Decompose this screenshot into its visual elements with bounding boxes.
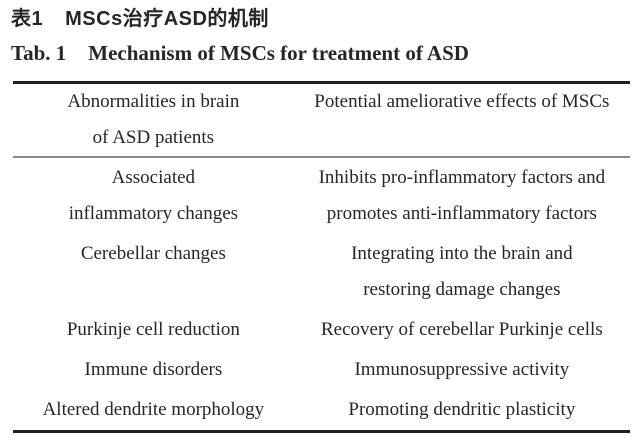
header-cell-effects: Potential ameliorative effects of MSCs (294, 84, 630, 156)
table-titles: 表1 MSCs治疗ASD的机制 Tab. 1 Mechanism of MSCs f… (0, 0, 639, 67)
cell-line: Recovery of cerebellar Purkinje cells (321, 319, 603, 340)
cell-abnormality: Immune disorders (13, 350, 294, 390)
table-header: Abnormalities in brain of ASD patients P… (13, 84, 630, 156)
header-line: of ASD patients (92, 127, 215, 148)
cell-abnormality: Cerebellar changes (13, 234, 294, 310)
top-rule (13, 81, 630, 84)
table-header-row: Abnormalities in brain of ASD patients P… (13, 84, 630, 156)
table-title-english-text: Mechanism of MSCs for treatment of ASD (88, 41, 469, 65)
cell-effect: Inhibits pro-inflammatory factors and pr… (294, 158, 630, 234)
cell-line: Promoting dendritic plasticity (348, 399, 576, 420)
table-title-chinese: 表1 MSCs治疗ASD的机制 (11, 6, 639, 33)
cell-line: Immunosuppressive activity (354, 359, 570, 380)
header-rule (13, 156, 630, 158)
table-title-chinese-text: MSCs治疗ASD的机制 (65, 8, 269, 30)
cell-effect: Integrating into the brain and restoring… (294, 234, 630, 310)
cell-effect: Recovery of cerebellar Purkinje cells (294, 310, 630, 350)
cell-line: Altered dendrite morphology (42, 399, 265, 420)
cell-line: Integrating into the brain and (351, 243, 573, 264)
cell-line: inflammatory changes (68, 203, 239, 224)
cell-abnormality: Purkinje cell reduction (13, 310, 294, 350)
header-line: Potential ameliorative effects of MSCs (314, 91, 610, 112)
cell-line: promotes anti-inflammatory factors (326, 203, 597, 224)
table-row: Associated inflammatory changes Inhibits… (13, 158, 630, 234)
document-table: Abnormalities in brain of ASD patients P… (13, 81, 630, 433)
table-row: Altered dendrite morphology Promoting de… (13, 390, 630, 430)
cell-abnormality: Associated inflammatory changes (13, 158, 294, 234)
cell-line: Cerebellar changes (80, 243, 226, 264)
header-cell-abnormalities: Abnormalities in brain of ASD patients (13, 84, 294, 156)
bottom-rule (13, 430, 630, 433)
cell-line: Inhibits pro-inflammatory factors and (318, 167, 606, 188)
cell-abnormality: Altered dendrite morphology (13, 390, 294, 430)
table-body: Associated inflammatory changes Inhibits… (13, 158, 630, 430)
table-title-english: Tab. 1 Mechanism of MSCs for treatment of… (11, 40, 639, 67)
cell-line: Associated (111, 167, 196, 188)
cell-effect: Immunosuppressive activity (294, 350, 630, 390)
table-number-english: Tab. 1 (11, 41, 67, 65)
table-number-chinese: 表1 (11, 8, 44, 30)
table-row: Purkinje cell reduction Recovery of cere… (13, 310, 630, 350)
table-row: Cerebellar changes Integrating into the … (13, 234, 630, 310)
cell-line: Immune disorders (84, 359, 223, 380)
table-row: Immune disorders Immunosuppressive activ… (13, 350, 630, 390)
header-line: Abnormalities in brain (67, 91, 240, 112)
cell-line: Purkinje cell reduction (66, 319, 240, 340)
cell-line: restoring damage changes (363, 279, 561, 300)
cell-effect: Promoting dendritic plasticity (294, 390, 630, 430)
